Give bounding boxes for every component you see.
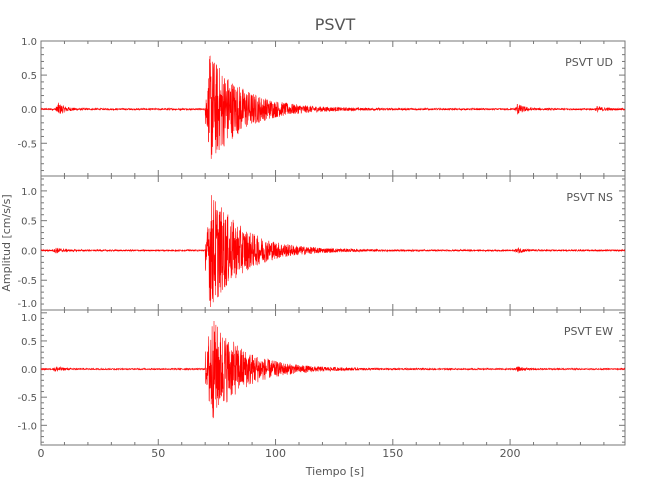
- y-tick-label: -1.0: [17, 421, 37, 432]
- y-tick-label: 0.5: [21, 337, 37, 348]
- y-tick-label: -0.5: [17, 139, 37, 150]
- x-tick-label: 150: [382, 447, 403, 460]
- waveform-series-1: [40, 195, 626, 308]
- x-tick-label: 50: [151, 447, 165, 460]
- panel-frame-2: [40, 309, 626, 446]
- y-tick-label: 0.0: [21, 105, 37, 116]
- panel-label: PSVT NS: [566, 191, 613, 204]
- chart-title: PSVT: [315, 15, 356, 34]
- y-tick-label: 0.0: [21, 365, 37, 376]
- y-tick-label: -0.5: [17, 393, 37, 404]
- y-tick-label: 1.0: [21, 37, 37, 48]
- panel-label: PSVT EW: [564, 325, 613, 338]
- waveform-series-2: [40, 320, 626, 419]
- x-tick-label: 0: [38, 447, 45, 460]
- y-tick-label: 0.5: [21, 217, 37, 228]
- panel-label: PSVT UD: [565, 56, 613, 69]
- y-tick-label: 1.0: [21, 187, 37, 198]
- y-tick-label: 1.0: [21, 313, 37, 324]
- x-tick-label: 100: [265, 447, 286, 460]
- y-tick-label: 0.0: [21, 246, 37, 257]
- panel-frame-1: [40, 175, 626, 311]
- y-tick-label: -0.5: [17, 276, 37, 287]
- y-tick-label: -1.0: [17, 299, 37, 310]
- y-tick-label: 0.5: [21, 71, 37, 82]
- x-axis-label: Tiempo [s]: [305, 465, 364, 478]
- waveform-series-0: [40, 55, 626, 159]
- y-axis-label: Amplitud [cm/s/s]: [0, 194, 13, 291]
- x-tick-label: 200: [500, 447, 521, 460]
